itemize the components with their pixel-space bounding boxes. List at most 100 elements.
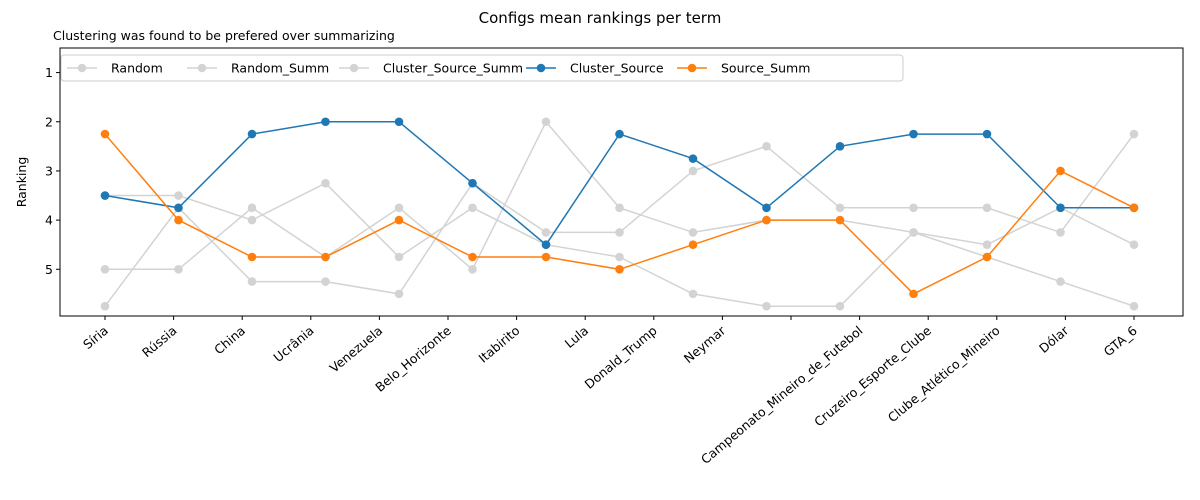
series-source-summ	[100, 129, 1139, 299]
data-point	[909, 228, 918, 237]
data-point	[468, 264, 477, 274]
data-point	[835, 215, 845, 225]
data-point	[394, 252, 404, 262]
legend-box	[60, 54, 904, 82]
data-point	[615, 264, 624, 274]
series-line	[105, 182, 1135, 307]
data-point	[247, 252, 257, 262]
data-point	[468, 178, 477, 188]
data-point	[541, 240, 551, 249]
legend-item: Cluster_Source_Summ	[339, 61, 523, 76]
y-tick-label: 4	[45, 213, 53, 228]
data-point	[394, 117, 404, 127]
data-point	[1056, 203, 1065, 213]
data-point	[541, 228, 551, 237]
legend-item: Random_Summ	[187, 61, 329, 76]
legend-label: Source_Summ	[721, 61, 810, 76]
data-point	[247, 203, 257, 213]
legend-marker	[536, 63, 546, 73]
data-point	[174, 203, 183, 213]
data-point	[982, 240, 992, 249]
y-tick-label: 1	[45, 65, 53, 80]
data-point	[541, 252, 551, 262]
data-point	[394, 289, 404, 299]
data-point	[762, 142, 771, 151]
legend-label: Random_Summ	[231, 61, 329, 76]
x-tick-label: Itabirito	[475, 323, 522, 366]
data-point	[688, 240, 698, 249]
y-tick-label: 3	[45, 163, 53, 178]
x-tick-label: Dólar	[1036, 322, 1072, 356]
chart-title: Configs mean rankings per term	[479, 9, 722, 27]
plot-frame	[59, 47, 1184, 317]
legend-marker	[687, 63, 697, 73]
legend-label: Random	[111, 61, 163, 76]
x-tick-label: GTA_6	[1101, 323, 1140, 359]
x-tick-label: China	[211, 323, 248, 357]
data-point	[909, 203, 918, 213]
data-point	[982, 252, 992, 262]
legend-marker	[349, 63, 359, 73]
series-line	[104, 133, 1135, 307]
data-point	[982, 129, 992, 139]
x-tick-label: Síria	[80, 323, 111, 352]
data-point	[100, 301, 110, 311]
x-tick-label: Rússia	[139, 323, 179, 360]
y-tick-label: 2	[45, 114, 53, 129]
data-point	[835, 142, 845, 151]
data-point	[1129, 301, 1139, 311]
data-point	[468, 203, 477, 213]
series-random	[100, 129, 1139, 311]
x-tick-label: Ucrânia	[270, 323, 316, 365]
chart-subtitle: Clustering was found to be prefered over…	[53, 28, 395, 43]
data-point	[541, 117, 551, 127]
data-point	[762, 203, 771, 213]
data-point	[615, 203, 624, 213]
data-point	[321, 252, 330, 262]
data-point	[1056, 166, 1065, 176]
data-point	[1129, 203, 1139, 213]
data-point	[762, 301, 771, 311]
legend-marker	[197, 63, 207, 73]
data-point	[247, 277, 257, 286]
data-point	[835, 203, 845, 213]
data-point	[1129, 240, 1139, 249]
legend-marker	[77, 63, 87, 73]
legend-item: Source_Summ	[677, 61, 810, 76]
series-line	[104, 121, 1134, 246]
data-point	[100, 264, 110, 274]
data-point	[835, 301, 845, 311]
y-axis-label: Ranking	[14, 157, 29, 208]
data-point	[909, 129, 918, 139]
data-point	[174, 264, 183, 274]
data-point	[468, 252, 477, 262]
data-point	[615, 252, 624, 262]
data-point	[1056, 228, 1065, 237]
legend-item: Cluster_Source	[526, 61, 664, 76]
legend-label: Cluster_Source	[570, 61, 664, 76]
x-tick-label: Cruzeiro_Esporte_Clube	[811, 323, 934, 430]
legend: Random Random_Summ Cluster_Source_Summ Clus…	[60, 54, 904, 82]
data-point	[688, 228, 698, 237]
data-point	[762, 215, 771, 225]
x-tick-label: Neymar	[681, 322, 729, 366]
data-point	[174, 191, 183, 200]
series-random-summ	[100, 117, 1139, 274]
data-point	[1129, 129, 1139, 139]
x-tick-label: Donald_Trump	[582, 323, 660, 392]
legend-item: Random	[67, 61, 163, 76]
data-point	[909, 289, 918, 299]
data-point	[247, 215, 257, 225]
x-tick-label: Lula	[562, 323, 591, 351]
data-point	[1056, 277, 1065, 286]
x-tick-label: Venezuela	[327, 323, 386, 376]
data-point	[321, 178, 330, 188]
data-point	[394, 203, 404, 213]
data-point	[688, 166, 698, 176]
data-point	[394, 215, 404, 225]
data-point	[982, 203, 992, 213]
series-cluster-source	[100, 117, 1139, 249]
data-point	[321, 117, 330, 127]
